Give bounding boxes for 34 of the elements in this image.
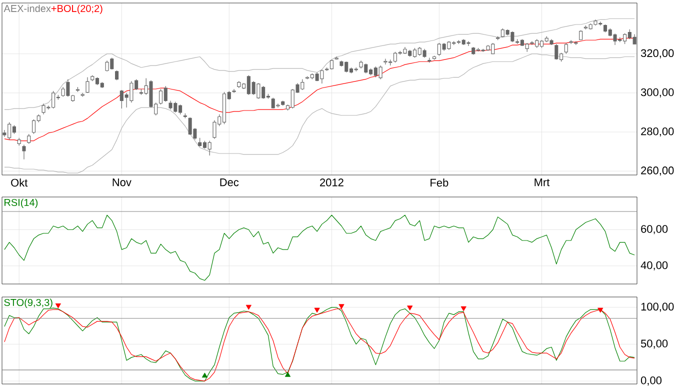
- x-tick-label: Nov: [112, 178, 132, 186]
- y-tick-label: 260,00: [641, 166, 674, 176]
- text: +BOL(20;2): [51, 4, 102, 14]
- y-tick-label: 50,00: [640, 340, 668, 349]
- point: [284, 372, 291, 377]
- x-tick-label: 2012: [320, 178, 344, 186]
- point: [338, 304, 344, 310]
- y-tick-label: 0,00: [640, 376, 662, 386]
- point: [246, 304, 252, 310]
- point: [598, 308, 604, 313]
- x-tick-label: Mrt: [534, 178, 550, 186]
- x-tick-label: Okt: [11, 178, 28, 187]
- chart-title: AEX-index: [4, 4, 51, 12]
- y-tick-label: 320,00: [640, 49, 674, 58]
- point: [202, 372, 208, 378]
- x-tick-label: Dec: [220, 178, 239, 186]
- y-tick-label: 280,00: [641, 127, 674, 137]
- point: [460, 306, 466, 312]
- y-tick-label: 60,00: [641, 225, 668, 234]
- candlestick: [22, 144, 26, 160]
- y-tick-label: 300,00: [640, 88, 674, 98]
- series-label: STO(9,3,3): [4, 298, 52, 308]
- point: [314, 308, 320, 313]
- candlestick: [564, 42, 568, 54]
- y-tick-label: 40,00: [640, 261, 668, 270]
- y-tick-label: 100,00: [641, 302, 674, 312]
- candlestick: [115, 70, 119, 80]
- candlestick: [86, 76, 90, 94]
- candlestick: [232, 88, 236, 94]
- candlestick: [27, 134, 31, 144]
- point: [55, 303, 61, 308]
- x-tick-label: Feb: [430, 178, 448, 187]
- point: [407, 306, 413, 311]
- text: RSI(14): [4, 198, 38, 208]
